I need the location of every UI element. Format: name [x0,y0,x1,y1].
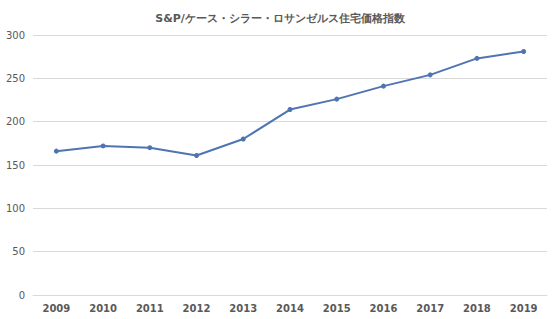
svg-text:300: 300 [6,30,25,41]
svg-text:2014: 2014 [276,303,304,314]
svg-text:2009: 2009 [42,303,70,314]
svg-text:2015: 2015 [323,303,351,314]
svg-text:2019: 2019 [510,303,538,314]
svg-text:250: 250 [6,73,25,84]
svg-text:0: 0 [19,290,25,301]
svg-text:2017: 2017 [416,303,444,314]
svg-text:100: 100 [6,203,25,214]
svg-text:2011: 2011 [136,303,164,314]
svg-text:2016: 2016 [370,303,398,314]
svg-text:150: 150 [6,160,25,171]
svg-text:200: 200 [6,116,25,127]
svg-text:2013: 2013 [229,303,257,314]
svg-text:2010: 2010 [89,303,117,314]
svg-text:2018: 2018 [463,303,491,314]
svg-text:2012: 2012 [183,303,211,314]
svg-text:S&P/ケース・シラー・ロサンゼルス住宅価格指数: S&P/ケース・シラー・ロサンゼルス住宅価格指数 [155,12,406,25]
svg-text:50: 50 [12,246,25,257]
